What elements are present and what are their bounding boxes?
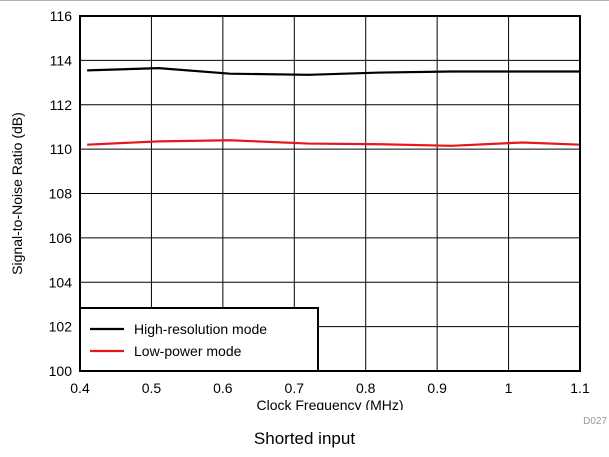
y-tick-label: 112 bbox=[50, 97, 73, 113]
figure-id: D027 bbox=[583, 416, 607, 427]
x-tick-label: 1 bbox=[505, 380, 513, 396]
series-line-1 bbox=[87, 139, 581, 147]
x-tick-label: 0.9 bbox=[427, 380, 447, 396]
y-tick-label: 106 bbox=[49, 230, 73, 246]
x-tick-label: 0.5 bbox=[142, 380, 162, 396]
y-tick-label: 102 bbox=[49, 319, 73, 335]
legend-box bbox=[79, 307, 319, 372]
series-line-0 bbox=[87, 67, 580, 76]
y-tick-label: 114 bbox=[50, 52, 73, 68]
x-tick-label: 0.7 bbox=[285, 380, 305, 396]
y-tick-label: 108 bbox=[49, 186, 73, 202]
series-layer bbox=[87, 67, 581, 147]
y-tick-label: 100 bbox=[49, 363, 73, 379]
y-axis-label: Signal-to-Noise Ratio (dB) bbox=[9, 112, 25, 275]
top-rule bbox=[0, 0, 609, 1]
chart-caption: Shorted input bbox=[253, 429, 356, 448]
legend: High-resolution mode Low-power mode bbox=[79, 307, 319, 372]
y-tick-label: 104 bbox=[49, 274, 73, 290]
y-tick-labels: 100 102 104 106 108 110 112 114 116 bbox=[49, 8, 73, 379]
x-tick-label: 0.4 bbox=[70, 380, 90, 396]
x-tick-label: 0.6 bbox=[213, 380, 233, 396]
y-tick-label: 110 bbox=[50, 141, 73, 157]
snr-line-chart: 0.4 0.5 0.6 0.7 0.8 0.9 1 1.1 100 102 104 106 108 11… bbox=[9, 8, 590, 410]
plot-frame bbox=[79, 15, 581, 372]
x-tick-labels: 0.4 0.5 0.6 0.7 0.8 0.9 1 1.1 bbox=[70, 380, 590, 396]
x-tick-label: 1.1 bbox=[570, 380, 590, 396]
legend-label: High-resolution mode bbox=[134, 321, 267, 337]
legend-label: Low-power mode bbox=[134, 343, 242, 359]
y-tick-label: 116 bbox=[50, 8, 73, 24]
x-axis-label: Clock Frequency (MHz) bbox=[256, 397, 403, 410]
x-tick-label: 0.8 bbox=[356, 380, 376, 396]
